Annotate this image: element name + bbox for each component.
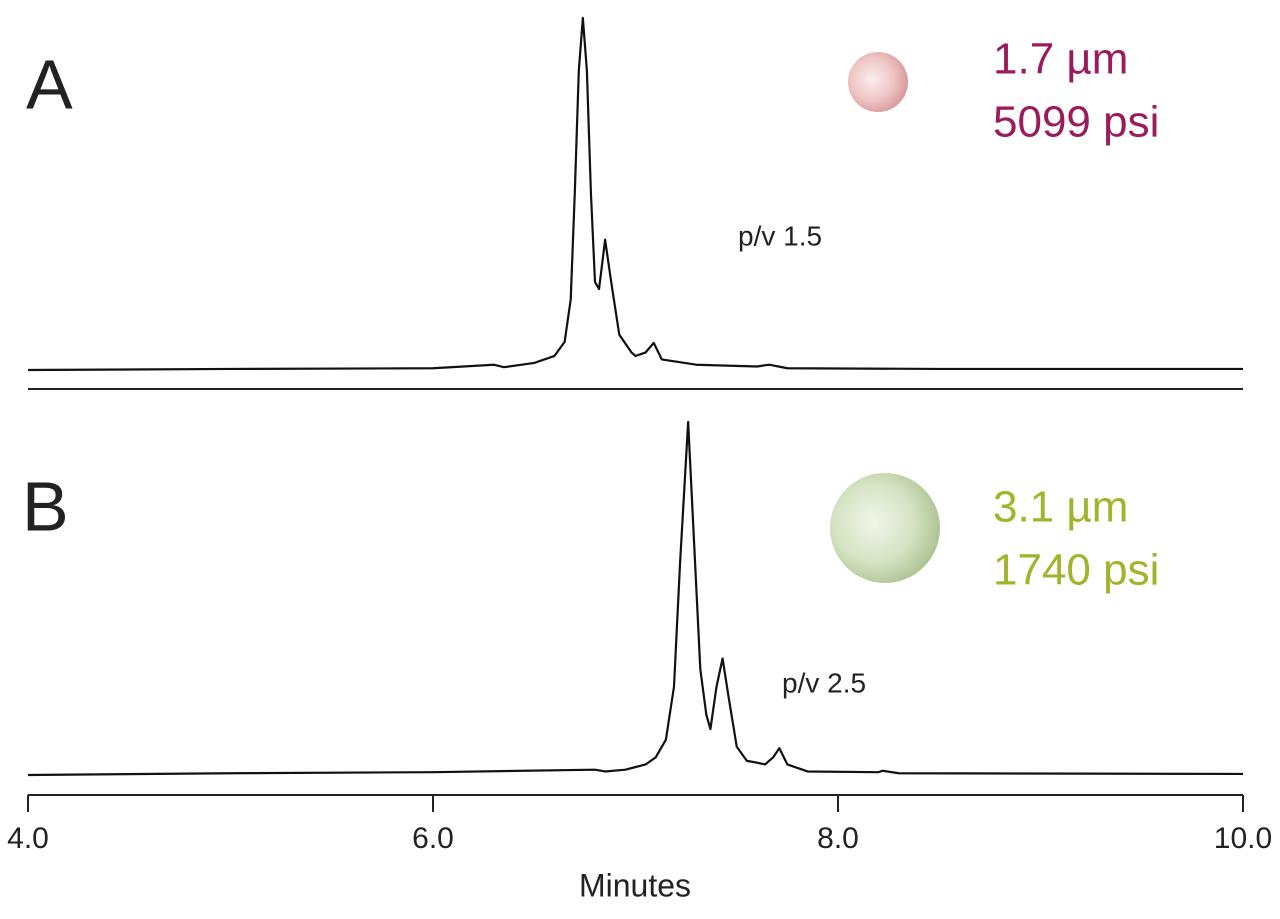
annotation: p/v 1.5 [738,220,822,251]
x-tick-label: 6.0 [412,822,454,855]
x-tick-label: 8.0 [817,822,859,855]
particle-size: 3.1 µm [993,483,1128,532]
annotation: p/v 2.5 [782,667,866,698]
particle-icon [848,52,908,112]
x-axis-title: Minutes [579,867,691,903]
x-tick-label: 10.0 [1214,822,1272,855]
x-tick-label: 4.0 [7,822,49,855]
pressure: 5099 psi [993,98,1159,147]
panel-label: A [26,45,73,123]
panel-label: B [22,467,69,545]
chromatogram-trace [27,420,1244,777]
pressure: 1740 psi [993,546,1159,595]
particle-icon [830,473,940,583]
particle-size: 1.7 µm [993,35,1128,84]
chromatogram-trace [27,16,1243,372]
